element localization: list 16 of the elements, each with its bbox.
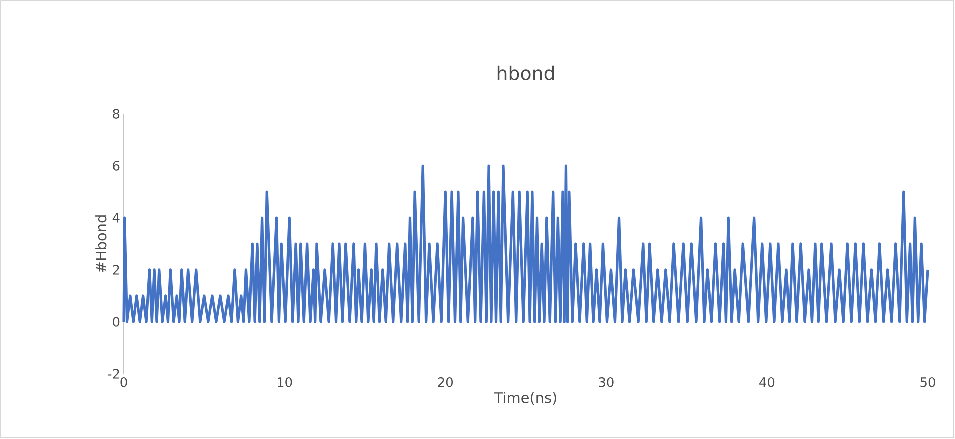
- y-tick-label: 0: [113, 317, 120, 327]
- x-tick-label: 20: [438, 378, 453, 388]
- x-tick-label: 10: [278, 378, 292, 388]
- y-tick-label: 4: [112, 213, 120, 223]
- y-axis-title: #Hbond: [96, 216, 107, 273]
- y-tick-label: 6: [113, 161, 120, 171]
- y-tick-label: -2: [108, 369, 120, 379]
- chart-title: hbond: [498, 66, 554, 80]
- x-tick-label: 0: [120, 378, 128, 388]
- y-tick-label: 2: [113, 265, 120, 275]
- x-tick-label: 40: [760, 378, 775, 388]
- line-series: [122, 164, 930, 324]
- x-tick-label: 50: [920, 378, 936, 388]
- x-tick-label: 30: [599, 378, 614, 388]
- y-tick-label: 8: [113, 109, 120, 119]
- x-axis-title: Time(ns): [494, 392, 556, 406]
